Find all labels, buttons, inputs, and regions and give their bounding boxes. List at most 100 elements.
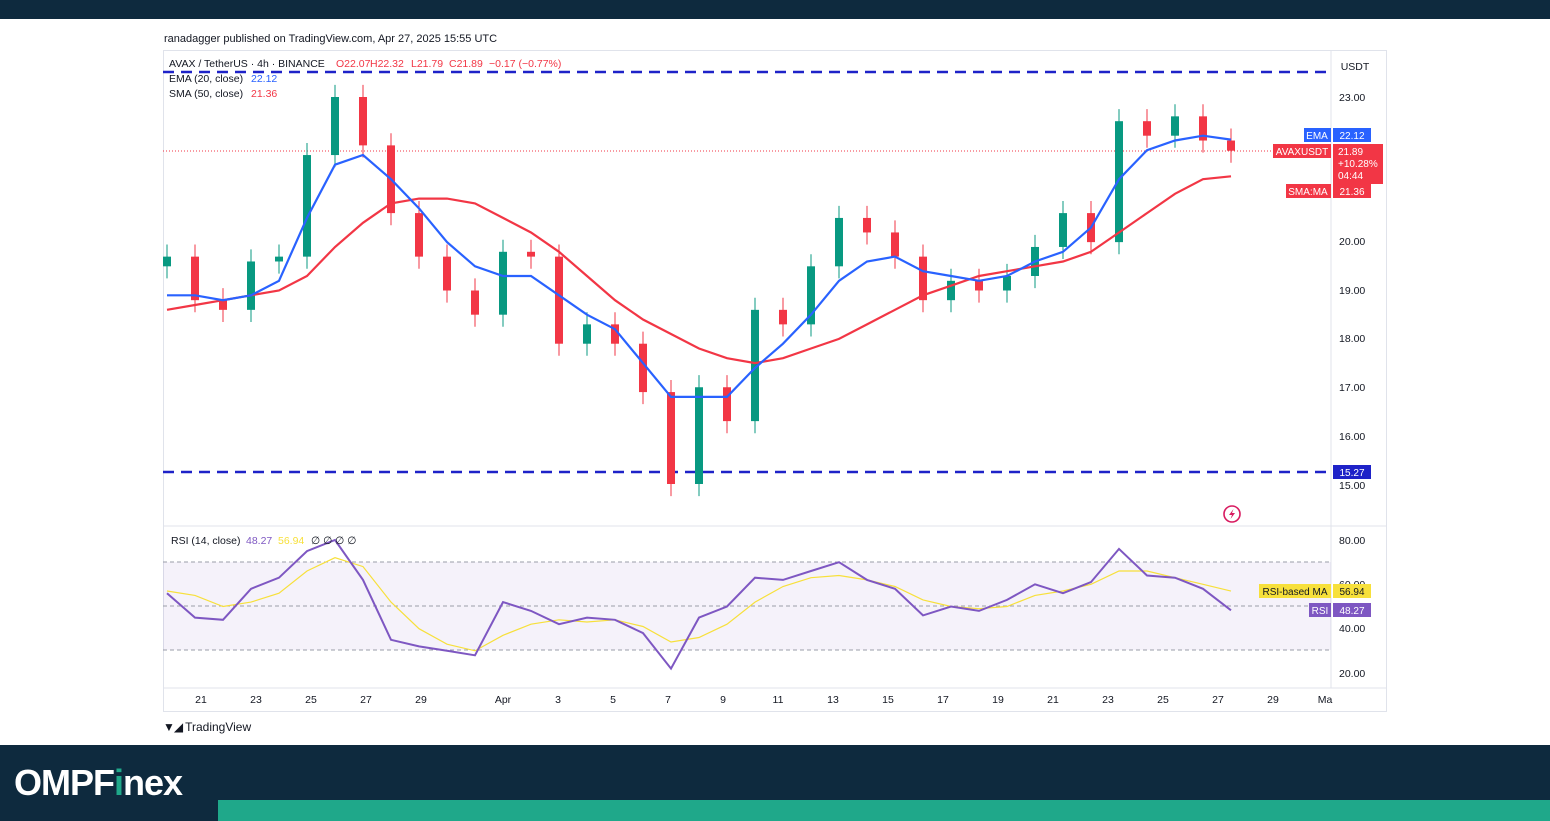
legend-low: L21.79 (411, 58, 443, 70)
candle-body (527, 251, 535, 257)
candle-body (863, 217, 871, 233)
sma-tag-label-bg (1286, 184, 1331, 198)
time-tick: 25 (305, 694, 317, 706)
legend-rsi-ma-value: 56.94 (278, 535, 304, 547)
legend-ema-value: 22.12 (251, 73, 277, 85)
legend-ema-label: EMA (20, close) (169, 73, 243, 85)
ema-line (167, 134, 1232, 398)
time-tick: Apr (495, 694, 512, 706)
last-tag-label: AVAXUSDT (1276, 147, 1328, 158)
candle-body (1199, 116, 1207, 141)
last-tag-label-bg (1273, 144, 1331, 158)
time-tick: 5 (610, 694, 616, 706)
price-tick: 19.00 (1339, 285, 1365, 297)
rsi-ma-tag-value-bg (1333, 584, 1371, 598)
candle-body (891, 232, 899, 257)
rsi-line (166, 538, 1232, 671)
ema-tag-value-bg (1333, 128, 1371, 142)
price-tick: 18.00 (1339, 333, 1365, 345)
candle-body (639, 343, 647, 393)
price-tick: 23.00 (1339, 92, 1365, 104)
candle-body (667, 392, 675, 484)
candle-body (331, 97, 339, 156)
time-tick: 21 (195, 694, 207, 706)
candle-body (1227, 140, 1235, 151)
alert-bolt (1229, 509, 1235, 519)
rsi-ma-line (166, 557, 1232, 652)
candle-body (163, 256, 171, 267)
brand-part1: OMPF (14, 762, 115, 803)
legend-sma-label: SMA (50, close) (169, 88, 243, 100)
rsi-ma-tag-label-bg (1259, 584, 1331, 598)
candle-body (1115, 121, 1123, 243)
candle-body (835, 217, 843, 267)
sma-line (166, 175, 1232, 365)
time-tick: 19 (992, 694, 1004, 706)
price-tick: 15.00 (1339, 480, 1365, 492)
candle-body (723, 387, 731, 422)
ema-tag-label: EMA (1306, 131, 1328, 142)
time-tick: 27 (360, 694, 372, 706)
time-tick: 25 (1157, 694, 1169, 706)
candle-body (583, 324, 591, 344)
tradingview-logo[interactable]: ▼◢ TradingView (163, 720, 251, 734)
candle-body (555, 256, 563, 344)
candle-body (807, 266, 815, 325)
time-tick: 29 (415, 694, 427, 706)
candle-body (247, 261, 255, 310)
price-tick: 16.00 (1339, 431, 1365, 443)
rsi-tag-value: 48.27 (1339, 606, 1364, 617)
last-tag-countdown: 04:44 (1338, 171, 1363, 182)
legend-change: −0.17 (−0.77%) (489, 58, 561, 70)
candle-body (1059, 213, 1067, 247)
time-tick: 11 (773, 694, 784, 706)
lightning-alert-icon[interactable] (1223, 505, 1241, 523)
rsi-tag-value-bg (1333, 603, 1371, 617)
footer-accent-bar (218, 800, 1550, 821)
brand-dot: i (114, 762, 124, 803)
time-tick: 3 (555, 694, 561, 706)
publisher-line: ranadagger published on TradingView.com,… (164, 33, 498, 45)
ema-tag-label-bg (1304, 128, 1331, 142)
candle-body (443, 256, 451, 291)
candle-body (471, 290, 479, 315)
time-tick: Ma (1318, 694, 1333, 706)
candle-body (779, 309, 787, 325)
price-chart-svg[interactable]: AVAX / TetherUS · 4h · BINANCE O22.07 H2… (163, 50, 1387, 712)
last-tag-value-bg (1333, 144, 1383, 184)
rsi-lines-group (166, 538, 1232, 671)
time-tick: 27 (1212, 694, 1224, 706)
price-tick: 20.00 (1339, 236, 1365, 248)
candle-body (1143, 121, 1151, 136)
time-tick: 17 (937, 694, 949, 706)
time-tick: 21 (1047, 694, 1059, 706)
chart-frame[interactable]: AVAX / TetherUS · 4h · BINANCE O22.07 H2… (163, 50, 1387, 712)
candle-body (1003, 275, 1011, 291)
legend-rsi-value: 48.27 (246, 535, 272, 547)
legend-sma-value: 21.36 (251, 88, 277, 100)
candle-body (947, 280, 955, 301)
ompfinex-logo[interactable]: OMPFinex (14, 762, 183, 804)
candle-body (919, 256, 927, 301)
time-axis: 21 23 25 27 29 Apr 3 5 7 9 11 13 15 17 1… (195, 694, 1332, 706)
time-tick: 29 (1267, 694, 1279, 706)
candle-body (499, 251, 507, 315)
candle-body (275, 256, 283, 262)
sma-tag-value: 21.36 (1339, 187, 1364, 198)
legend-high: H22.32 (370, 58, 404, 70)
rsi-tick: 20.00 (1339, 668, 1365, 680)
candle-body (359, 97, 367, 146)
last-tag-value: 21.89 (1338, 147, 1363, 158)
price-axis-currency[interactable]: USDT (1341, 61, 1370, 73)
legend-close: C21.89 (449, 58, 483, 70)
rsi-tick: 80.00 (1339, 535, 1365, 547)
candle-body (303, 155, 311, 257)
brand-part2: nex (123, 762, 183, 803)
candle-body (751, 309, 759, 422)
rsi-tag-label-bg (1309, 603, 1331, 617)
candle-body (1171, 116, 1179, 136)
candle-body (415, 213, 423, 257)
time-tick: 23 (250, 694, 262, 706)
tradingview-icon: ▼◢ (163, 720, 183, 734)
candle-body (695, 387, 703, 484)
